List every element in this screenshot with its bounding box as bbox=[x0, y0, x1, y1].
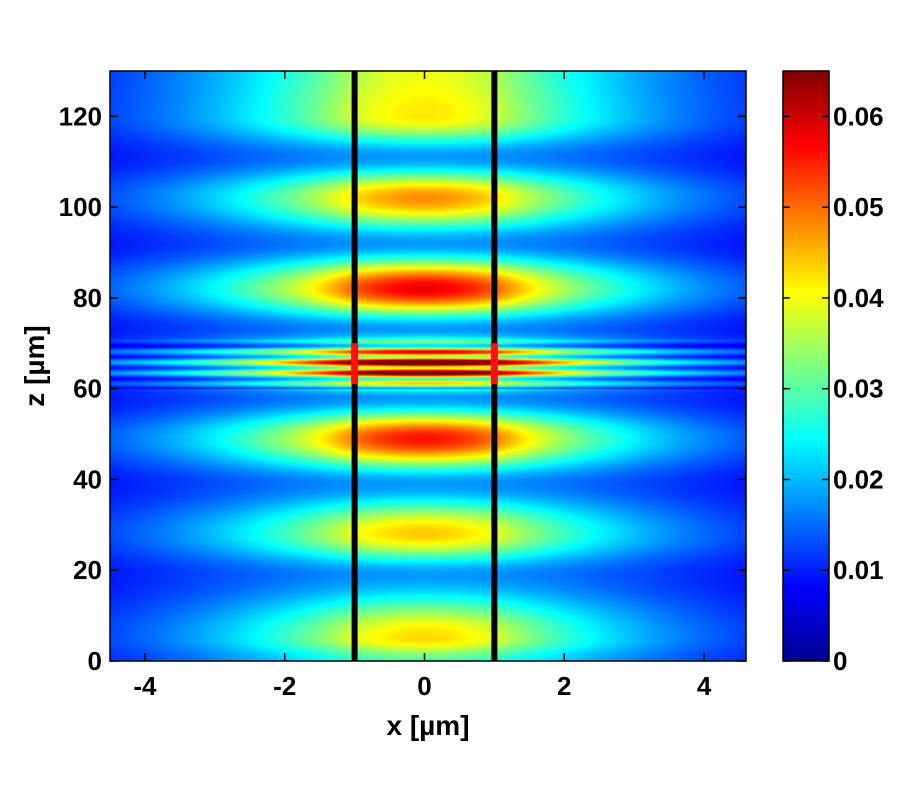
y-tick-label: 0 bbox=[88, 646, 102, 676]
y-axis-ticks: 0 20 40 60 80 100 120 bbox=[59, 101, 746, 676]
y-tick-label: 120 bbox=[59, 101, 102, 131]
x-tick-label: -2 bbox=[273, 671, 296, 701]
y-tick-label: 40 bbox=[73, 464, 102, 494]
colorbar-tick-label: 0.06 bbox=[833, 101, 884, 131]
x-tick-label: 4 bbox=[697, 671, 712, 701]
y-tick-label: 60 bbox=[73, 374, 102, 404]
y-tick-label: 80 bbox=[73, 283, 102, 313]
y-axis-label: z [µm] bbox=[19, 325, 50, 406]
colorbar-tick-label: 0.04 bbox=[833, 283, 884, 313]
waveguide-overlays bbox=[351, 71, 498, 661]
colorbar-gradient bbox=[782, 70, 830, 662]
colorbar-ticks: 0 0.01 0.02 0.03 0.04 0.05 0.06 bbox=[783, 101, 884, 676]
colorbar-tick-label: 0 bbox=[833, 646, 847, 676]
y-tick-label: 20 bbox=[73, 555, 102, 585]
y-tick-label: 100 bbox=[59, 192, 102, 222]
x-axis-label: x [µm] bbox=[386, 710, 469, 741]
plot-frame bbox=[109, 70, 747, 662]
x-tick-label: 0 bbox=[417, 671, 431, 701]
colorbar-tick-label: 0.05 bbox=[833, 192, 884, 222]
x-tick-label: 2 bbox=[557, 671, 571, 701]
x-tick-label: -4 bbox=[133, 671, 157, 701]
colorbar-tick-label: 0.02 bbox=[833, 464, 884, 494]
plot-area bbox=[109, 70, 747, 662]
colorbar-tick-label: 0.03 bbox=[833, 374, 884, 404]
colorbar-tick-label: 0.01 bbox=[833, 555, 884, 585]
colorbar: 0 0.01 0.02 0.03 0.04 0.05 0.06 bbox=[782, 70, 884, 676]
heatmap bbox=[110, 71, 746, 661]
x-axis-ticks: -4 -2 0 2 4 bbox=[133, 71, 712, 701]
